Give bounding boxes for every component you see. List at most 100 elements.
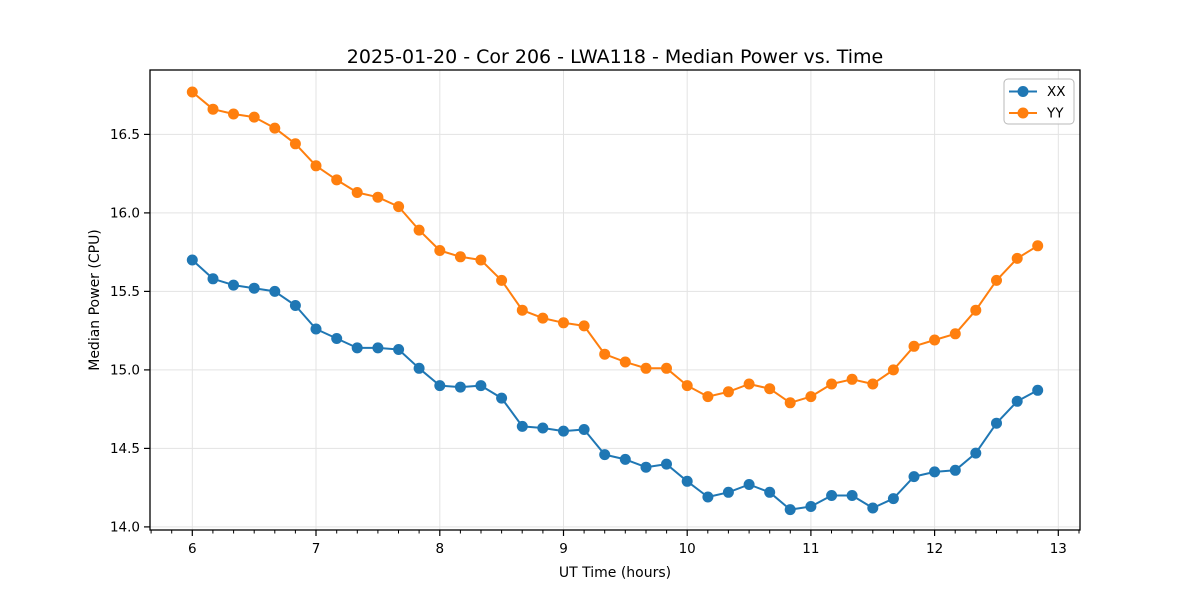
series-xx-marker [496, 392, 508, 404]
series-xx-marker [393, 344, 405, 355]
series-yy-marker [929, 334, 941, 346]
series-yy-marker [784, 397, 796, 409]
series-xx-marker [434, 380, 446, 392]
series-xx-marker [949, 464, 961, 476]
x-tick-label: 11 [802, 541, 819, 557]
series-yy-marker [578, 320, 590, 332]
series-yy-marker [970, 304, 982, 316]
series-yy-marker [619, 356, 631, 368]
series-yy-marker [228, 108, 239, 120]
series-yy-marker [331, 174, 343, 186]
series-xx-marker [805, 501, 817, 512]
series-yy-line [191, 91, 1039, 404]
series-yy-marker [599, 348, 611, 360]
series-yy-marker [991, 274, 1002, 286]
series-yy-marker [475, 254, 487, 266]
series-xx-marker [640, 461, 652, 473]
series-yy-marker [949, 328, 961, 340]
series-yy-marker [805, 391, 817, 403]
series-yy-marker [372, 191, 384, 203]
series-yy-marker [496, 274, 508, 286]
legend-label-xx: XX [1047, 84, 1066, 100]
series-xx-marker [599, 449, 611, 461]
series-yy-marker [558, 317, 569, 329]
series-xx-marker [207, 273, 219, 285]
series-xx-marker [1032, 384, 1044, 396]
series-yy-marker [887, 364, 899, 376]
series-xx-marker [743, 479, 755, 490]
series-xx-marker [764, 486, 776, 498]
legend: XX YY [1003, 78, 1075, 125]
series-xx-marker [867, 502, 879, 514]
series-xx-marker [1011, 395, 1023, 407]
y-axis-label: Median Power (CPU) [87, 229, 103, 371]
series-yy-marker [1011, 252, 1023, 264]
x-tick-label: 13 [1050, 541, 1067, 557]
series-xx-marker [331, 333, 343, 344]
x-axis-label: UT Time (hours) [559, 565, 671, 581]
legend-swatch-marker-0 [1017, 86, 1029, 97]
series-xx-marker [351, 342, 363, 354]
x-tick-label: 9 [559, 541, 568, 557]
series-xx-marker [516, 420, 528, 432]
series-xx-marker [372, 342, 384, 354]
series-yy-marker [702, 391, 714, 403]
series-yy-marker [722, 386, 734, 398]
series-yy-marker [434, 245, 446, 256]
series-xx-marker [929, 466, 941, 478]
y-tick-label: 14.0 [110, 520, 140, 536]
series-yy-marker [537, 312, 549, 324]
y-tick-label: 16.5 [110, 127, 140, 143]
series-yy-marker [908, 340, 920, 352]
legend-item-yy: YY [1009, 106, 1064, 122]
series-yy-marker [661, 362, 672, 374]
y-tick-label: 15.5 [110, 284, 140, 300]
series-xx-marker [681, 475, 693, 487]
series-xx-marker [228, 279, 239, 291]
series-yy-marker [640, 362, 652, 374]
series-yy-marker [207, 103, 219, 115]
series-yy-marker [310, 160, 322, 172]
series-xx-marker [908, 471, 920, 483]
series-yy-marker [743, 378, 755, 390]
y-tick-label: 16.0 [110, 206, 140, 222]
series-yy-marker [413, 224, 425, 236]
series-xx-marker [578, 424, 590, 435]
series-xx-marker [475, 380, 487, 392]
series-xx-marker [784, 504, 796, 516]
series-xx-marker [537, 422, 549, 434]
series-xx-marker [991, 417, 1002, 429]
series-yy-marker [516, 304, 528, 316]
series-xx-marker [289, 300, 301, 311]
chart-title: 2025-01-20 - Cor 206 - LWA118 - Median P… [347, 46, 883, 68]
series-layer [186, 86, 1044, 516]
series-yy-marker [454, 251, 466, 263]
y-tick-label: 15.0 [110, 363, 140, 379]
series-xx-marker [722, 486, 734, 498]
series-yy-marker [867, 378, 879, 390]
series-xx-marker [846, 490, 858, 501]
series-yy-marker [186, 86, 198, 98]
series-yy-marker [826, 378, 838, 390]
series-xx-marker [186, 254, 198, 266]
legend-swatch-marker-1 [1017, 107, 1029, 119]
series-yy-marker [351, 187, 363, 198]
series-yy-marker [393, 201, 405, 213]
x-tick-label: 8 [436, 541, 445, 557]
legend-item-xx: XX [1009, 84, 1066, 100]
x-tick-label: 7 [312, 541, 321, 557]
series-xx-marker [454, 381, 466, 393]
series-xx-marker [310, 323, 322, 335]
series-xx-marker [702, 491, 714, 503]
series-yy-marker [681, 380, 693, 392]
series-yy-marker [269, 122, 281, 134]
legend-label-yy: YY [1046, 106, 1064, 122]
series-yy-marker [764, 383, 776, 395]
series-yy-marker [248, 111, 260, 123]
x-tick-label: 10 [679, 541, 696, 557]
axis-layer: 6 7 8 9 10 11 12 13 14.0 14.5 15.0 15.5 16.0 16.5 [110, 127, 1080, 557]
series-xx-marker [826, 490, 838, 501]
series-xx-marker [558, 425, 569, 437]
